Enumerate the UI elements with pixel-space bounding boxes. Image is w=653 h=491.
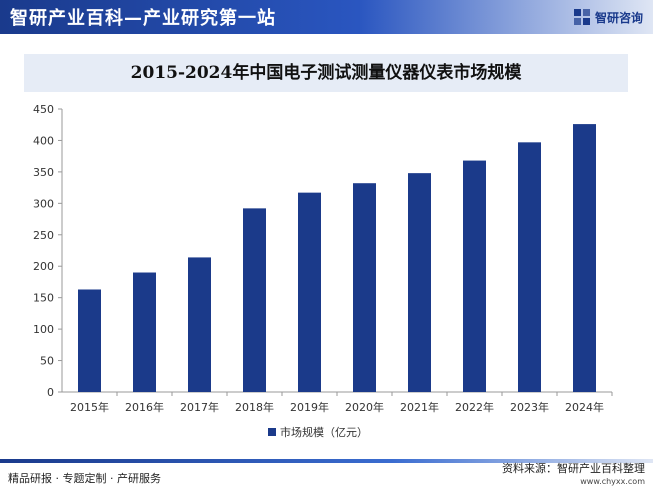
bar (353, 183, 376, 392)
y-tick-label: 150 (33, 292, 54, 305)
x-tick-label: 2017年 (180, 400, 219, 414)
x-tick-label: 2023年 (510, 400, 549, 414)
footer-tagline: 精品研报 · 专题定制 · 产研服务 (8, 472, 161, 485)
bar (243, 208, 266, 392)
logo-icon (573, 9, 590, 25)
brand-logo: 智研咨询 (573, 7, 643, 27)
footer-url: www.chyxx.com (580, 477, 645, 486)
x-tick-label: 2021年 (400, 400, 439, 414)
header-bar: 智研产业百科—产业研究第一站 智研咨询 (0, 0, 653, 34)
bar (573, 124, 596, 393)
x-tick-label: 2015年 (70, 400, 109, 414)
bar (298, 192, 321, 392)
y-tick-label: 0 (47, 386, 54, 399)
x-tick-label: 2020年 (345, 400, 384, 414)
footer-source-block: 资料来源：智研产业百科整理 www.chyxx.com (502, 460, 645, 486)
y-tick-label: 50 (40, 355, 54, 368)
site-title: 智研产业百科—产业研究第一站 (10, 8, 276, 29)
bar (133, 272, 156, 392)
y-tick-label: 250 (33, 229, 54, 242)
footer-divider (0, 459, 653, 463)
y-tick-label: 350 (33, 166, 54, 179)
x-tick-label: 2016年 (125, 400, 164, 414)
y-tick-label: 100 (33, 323, 54, 336)
y-tick-label: 400 (33, 134, 54, 147)
x-tick-label: 2022年 (455, 400, 494, 414)
bar (518, 142, 541, 392)
bar (463, 160, 486, 392)
bar (188, 257, 211, 392)
legend-swatch (268, 428, 276, 436)
y-tick-label: 200 (33, 260, 54, 273)
logo-text: 智研咨询 (594, 10, 643, 25)
title-band (24, 54, 628, 92)
x-tick-label: 2019年 (290, 400, 329, 414)
x-tick-label: 2024年 (565, 400, 604, 414)
bar (408, 173, 431, 392)
x-tick-label: 2018年 (235, 400, 274, 414)
footer-source: 资料来源：智研产业百科整理 (502, 462, 645, 475)
bar (78, 289, 101, 392)
legend-label: 市场规模（亿元） (280, 425, 368, 439)
y-tick-label: 300 (33, 197, 54, 210)
y-tick-label: 450 (33, 103, 54, 116)
chart-title: 2015-2024年中国电子测试测量仪器仪表市场规模 (130, 63, 522, 83)
